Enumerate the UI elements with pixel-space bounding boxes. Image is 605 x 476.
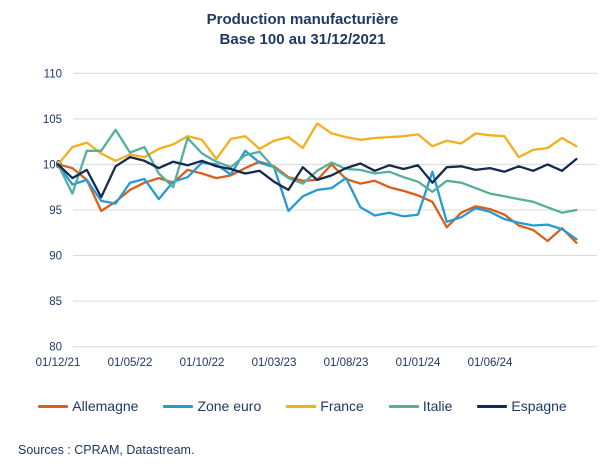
chart-title-line1: Production manufacturière bbox=[206, 11, 399, 28]
legend-item-zone-euro: Zone euro bbox=[163, 398, 261, 414]
legend-marker-france bbox=[286, 404, 317, 408]
chart-title-line2: Base 100 au 31/12/2021 bbox=[219, 31, 386, 48]
legend-label: Zone euro bbox=[197, 398, 262, 414]
y-axis-tick-label: 85 bbox=[49, 296, 62, 308]
sources-text: Sources : CPRAM, Datastream. bbox=[18, 443, 195, 457]
legend-label: Allemagne bbox=[72, 398, 139, 414]
x-axis-tick-label: 01/10/22 bbox=[180, 357, 225, 369]
series-line-zone-euro bbox=[56, 149, 578, 241]
chart-legend: Allemagne Zone euro France Italie Espagne bbox=[0, 398, 605, 414]
legend-item-espagne: Espagne bbox=[477, 398, 567, 414]
x-axis-tick-label: 01/06/24 bbox=[468, 357, 513, 369]
legend-label: Italie bbox=[422, 398, 453, 414]
y-axis-tick-label: 105 bbox=[43, 114, 62, 126]
legend-marker-zone-euro bbox=[163, 404, 194, 408]
x-axis-tick-label: 01/12/21 bbox=[36, 357, 81, 369]
chart-title: Production manufacturière Base 100 au 31… bbox=[0, 10, 605, 50]
x-axis-tick-label: 01/08/23 bbox=[324, 357, 369, 369]
series-line-france bbox=[56, 122, 578, 166]
y-axis-tick-label: 110 bbox=[44, 68, 62, 80]
legend-label: France bbox=[320, 398, 364, 414]
y-axis-tick-label: 80 bbox=[49, 342, 62, 354]
legend-marker-italie bbox=[388, 404, 419, 408]
y-axis-tick-label: 100 bbox=[43, 159, 62, 171]
legend-marker-allemagne bbox=[38, 404, 69, 408]
legend-label: Espagne bbox=[511, 398, 567, 414]
x-axis-tick-label: 01/05/22 bbox=[108, 357, 153, 369]
legend-item-france: France bbox=[286, 398, 364, 414]
x-axis-tick-label: 01/01/24 bbox=[396, 357, 441, 369]
legend-marker-espagne bbox=[477, 404, 508, 408]
x-axis-tick-label: 01/03/23 bbox=[252, 357, 297, 369]
y-axis-tick-label: 90 bbox=[49, 251, 62, 263]
series-line-espagne bbox=[56, 155, 578, 199]
legend-item-allemagne: Allemagne bbox=[38, 398, 138, 414]
legend-item-italie: Italie bbox=[388, 398, 453, 414]
series-line-italie bbox=[56, 128, 578, 214]
series-line-allemagne bbox=[56, 160, 578, 244]
y-axis-tick-label: 95 bbox=[49, 205, 62, 217]
